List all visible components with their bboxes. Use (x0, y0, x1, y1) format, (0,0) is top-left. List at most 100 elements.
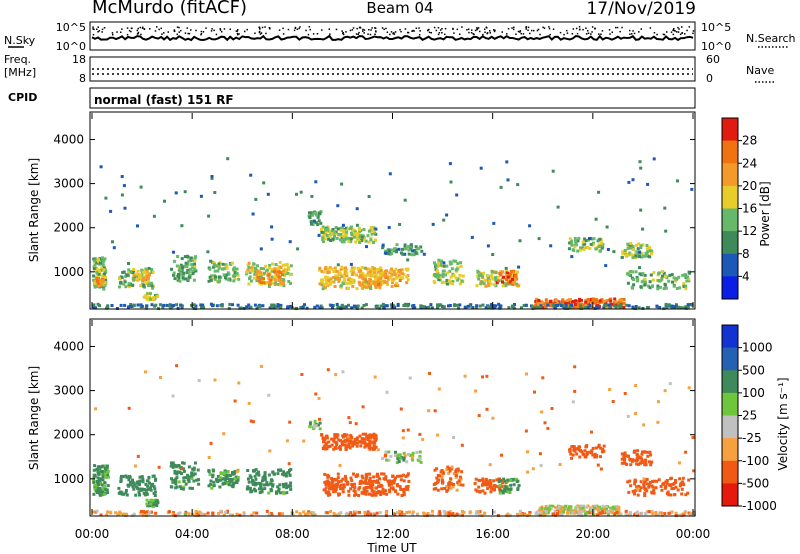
range-cell (248, 275, 252, 279)
range-cell (596, 463, 600, 467)
range-cell (344, 447, 348, 451)
range-cell (419, 460, 423, 464)
range-cell (327, 237, 331, 241)
range-cell (377, 481, 381, 485)
range-cell (347, 489, 351, 493)
nsearch-point (219, 29, 222, 31)
range-cell (690, 303, 694, 307)
range-cell (343, 269, 347, 273)
range-cell (370, 281, 374, 285)
range-cell (525, 513, 529, 517)
range-cell (517, 484, 521, 487)
range-cell (599, 455, 602, 459)
range-cell (211, 473, 215, 477)
range-cell (368, 472, 372, 476)
range-cell (447, 304, 450, 308)
range-cell (597, 445, 601, 449)
range-cell (600, 244, 604, 248)
range-cell (590, 511, 594, 515)
range-cell (127, 268, 131, 272)
range-cell (93, 259, 96, 263)
range-cell (274, 274, 278, 278)
range-cell (152, 296, 156, 299)
range-cell (182, 461, 186, 465)
range-cell (438, 510, 442, 514)
range-cell (568, 306, 572, 310)
range-cell (432, 280, 436, 284)
range-cell (639, 246, 643, 250)
nsearch-point (411, 30, 413, 32)
range-cell (348, 421, 352, 425)
colorbar-swatch (722, 231, 738, 255)
range-cell (490, 276, 494, 280)
nsearch-point (677, 31, 680, 33)
range-cell (287, 484, 291, 488)
range-cell (242, 512, 246, 516)
range-cell (322, 270, 326, 274)
range-cell (350, 306, 354, 310)
range-cell (131, 271, 135, 275)
range-cell (436, 271, 440, 275)
range-cell (652, 479, 656, 483)
nsearch-point (529, 32, 531, 35)
range-cell (318, 417, 321, 421)
nsearch-point (433, 26, 436, 29)
range-cell (334, 441, 338, 445)
range-cell (658, 511, 662, 515)
range-cell (508, 491, 512, 494)
nsearch-point (120, 31, 122, 33)
range-cell (450, 267, 454, 271)
range-cell (263, 474, 267, 478)
range-cell (599, 467, 603, 471)
range-cell (589, 242, 593, 246)
range-cell (374, 286, 378, 289)
range-cell (411, 513, 415, 517)
range-cell (219, 509, 223, 513)
range-cell (118, 491, 122, 495)
range-cell (377, 279, 380, 283)
range-cell (580, 510, 584, 513)
range-cell (400, 272, 404, 276)
range-cell (686, 491, 690, 495)
range-cell (159, 303, 162, 307)
range-cell (476, 269, 480, 273)
range-cell (474, 389, 478, 393)
nsearch-point (358, 31, 360, 34)
range-cell (223, 469, 227, 473)
range-cell (403, 243, 407, 247)
range-cell (140, 268, 144, 272)
range-cell (599, 241, 603, 245)
range-cell (485, 483, 489, 487)
power-frame (89, 111, 696, 310)
range-cell (449, 486, 453, 490)
range-cell (571, 510, 575, 514)
nsearch-point (167, 31, 169, 33)
range-cell (445, 213, 449, 217)
range-cell (218, 485, 222, 489)
range-cell (682, 282, 686, 286)
range-cell (289, 487, 293, 491)
range-cell (398, 485, 402, 489)
range-cell (356, 232, 360, 236)
range-cell (270, 303, 274, 307)
range-cell (150, 510, 153, 514)
range-cell (643, 494, 647, 497)
range-cell (365, 267, 369, 271)
range-cell (599, 446, 603, 450)
range-cell (282, 485, 286, 489)
range-cell (632, 278, 636, 281)
range-cell (637, 455, 640, 459)
range-cell (341, 223, 345, 227)
range-cell (136, 454, 140, 458)
range-cell (191, 270, 195, 273)
range-cell (394, 267, 398, 271)
range-cell (629, 484, 633, 488)
range-cell (398, 513, 402, 517)
range-cell (411, 249, 415, 253)
cpid-panel: CPID normal (fast) 151 RF (8, 87, 696, 109)
range-cell (174, 465, 178, 469)
range-cell (647, 483, 651, 487)
range-cell (368, 280, 372, 283)
range-cell (274, 263, 278, 266)
velocity-frame (89, 318, 696, 517)
